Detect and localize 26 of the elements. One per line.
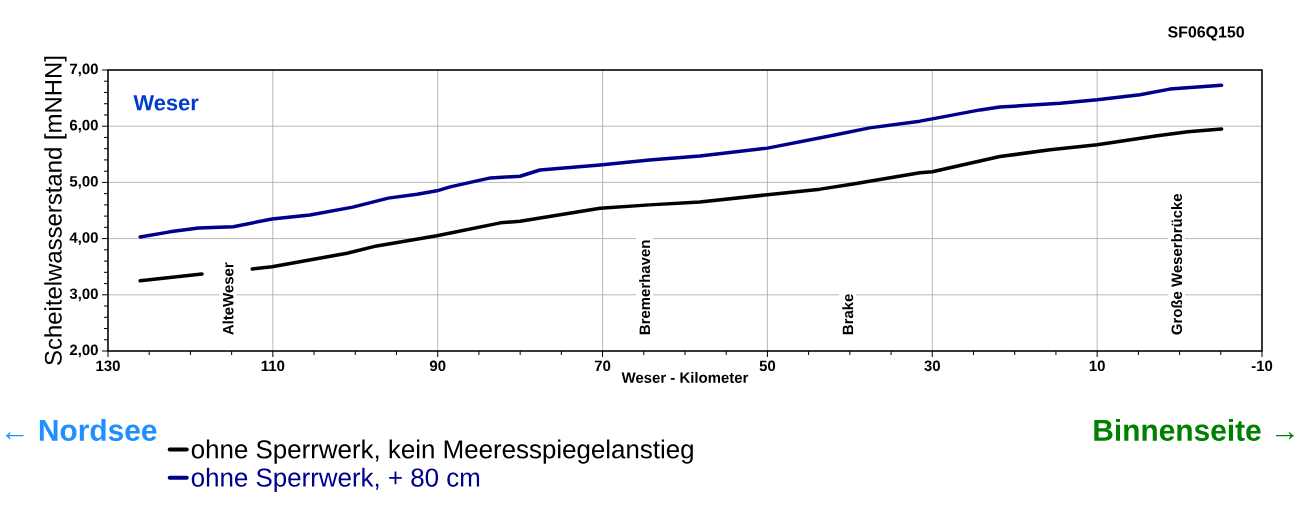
annotation: Brake — [842, 294, 854, 335]
y-tick-label: 4,00 — [69, 232, 98, 245]
text: ← Nordsee — [5, 418, 157, 441]
text: Binnenseite → — [1094, 418, 1294, 441]
annotation: Große Weserbrücke — [1171, 193, 1183, 335]
legend-label: ohne Sperrwerk, + 80 cm — [191, 467, 480, 492]
y-tick-label: 3,00 — [69, 288, 98, 302]
x-tick-label: 90 — [429, 360, 446, 372]
y-tick-label: 6,00 — [69, 119, 98, 133]
annotation: AlteWeser — [222, 262, 234, 335]
y-tick-label: 2,00 — [69, 344, 98, 358]
text: Weser — [133, 95, 199, 111]
y-tick-label: 7,00 — [70, 63, 98, 77]
chart-subtitle: SF06Q150 — [1168, 26, 1244, 41]
y-axis-title: Scheitelwasserstand [mNHN] — [44, 56, 67, 365]
y-tick-label: 5,00 — [69, 176, 98, 189]
x-axis-title: Weser - Kilometer — [621, 371, 749, 383]
x-tick-label: 110 — [261, 360, 285, 372]
legend-label: ohne Sperrwerk, kein Meeresspiegelanstieg — [191, 439, 693, 464]
x-tick-label: -10 — [1251, 360, 1273, 372]
x-tick-label: 50 — [759, 360, 776, 372]
x-tick-label: 70 — [594, 360, 611, 372]
x-tick-label: 30 — [924, 360, 940, 372]
x-tick-label: 130 — [96, 360, 120, 372]
annotation: Bremerhaven — [639, 240, 651, 335]
x-tick-label: 10 — [1089, 360, 1105, 372]
